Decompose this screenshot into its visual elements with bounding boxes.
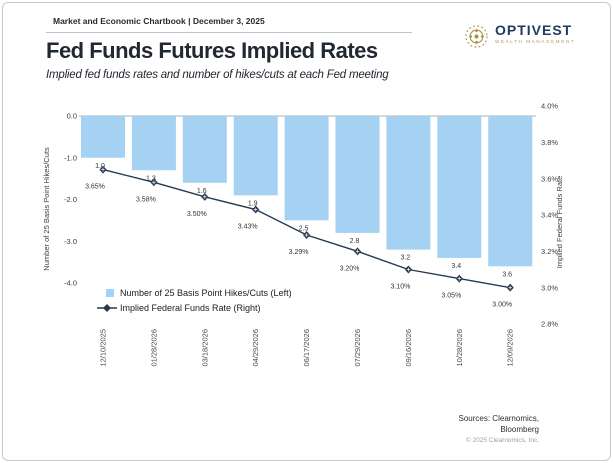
legend-label-line: Implied Federal Funds Rate (Right) <box>120 302 261 313</box>
bar-10/28/2026 <box>437 116 482 258</box>
rate-label: 3.20% <box>340 265 360 272</box>
bar-label: 3.2 <box>401 255 411 262</box>
date-label: 09/16/2026 <box>404 329 413 367</box>
bar-series-swatch <box>106 288 114 297</box>
bar-01/28/2026 <box>131 116 176 171</box>
bar-label: 1.9 <box>248 200 258 207</box>
rate-label: 3.05% <box>441 293 461 300</box>
logo-text: OPTIVEST WEALTH MANAGEMENT <box>495 22 576 45</box>
sources-line1: Sources: Clearnomics, <box>458 414 539 423</box>
left-tick-label: -3.0 <box>64 237 77 246</box>
date-label: 01/28/2026 <box>149 329 158 367</box>
bar-12/10/2025 <box>81 116 125 158</box>
left-axis-title: Number of 25 Basis Point Hikes/Cuts <box>42 147 51 271</box>
bar-03/18/2026 <box>182 116 227 183</box>
sources-block: Sources: Clearnomics, Bloomberg © 2025 C… <box>459 414 539 445</box>
legend-label-bars: Number of 25 Basis Point Hikes/Cuts (Lef… <box>120 287 292 298</box>
line-series-glyph <box>97 303 117 312</box>
rate-label: 3.00% <box>492 302 512 309</box>
logo-tagline: WEALTH MANAGEMENT <box>495 39 576 44</box>
logo-name: OPTIVEST <box>495 22 573 38</box>
bar-label: 2.5 <box>299 225 309 232</box>
rate-label: 3.29% <box>289 249 309 256</box>
bar-06/17/2026 <box>284 116 329 221</box>
page-title: Fed Funds Futures Implied Rates <box>46 38 378 63</box>
page-subtitle: Implied fed funds rates and number of hi… <box>46 69 389 81</box>
bar-09/16/2026 <box>386 116 431 250</box>
legend-item-bars: Number of 25 Basis Point Hikes/Cuts (Lef… <box>97 285 292 300</box>
header-divider <box>46 32 412 33</box>
right-tick-label: 3.8% <box>541 138 558 147</box>
right-tick-label: 2.8% <box>541 320 558 329</box>
left-tick-label: -4.0 <box>64 279 77 288</box>
bar-04/29/2026 <box>233 116 278 196</box>
date-label: 06/17/2026 <box>302 329 311 367</box>
right-axis-title: Implied Federal Funds Rate <box>555 176 564 269</box>
header-separator: | <box>188 16 191 26</box>
chartbook-header: Market and Economic Chartbook | December… <box>53 16 265 26</box>
bar-label: 1.3 <box>146 175 156 182</box>
bar-label: 3.4 <box>451 263 461 270</box>
date-label: 10/28/2026 <box>455 329 464 367</box>
date-label: 12/10/2025 <box>99 329 108 367</box>
fed-funds-chart: 1.0 1.3 1.6 1.9 2.5 2.8 3.2 3.4 3.6 3.65% 3.58% 3.5… <box>42 102 564 367</box>
rate-label: 3.43% <box>238 224 258 231</box>
bar-12/09/2026 <box>488 116 533 267</box>
rate-label: 3.10% <box>390 284 410 291</box>
bar-label: 1.6 <box>197 188 207 195</box>
right-tick-label: 3.6% <box>541 174 558 183</box>
left-tick-label: -1.0 <box>64 153 77 162</box>
chartbook-label: Market and Economic Chartbook <box>53 16 186 26</box>
date-label: 12/09/2026 <box>506 329 515 367</box>
date-label: 03/18/2026 <box>200 329 209 367</box>
copyright: © 2025 Clearnomics, Inc. <box>465 436 539 444</box>
legend-item-line: Implied Federal Funds Rate (Right) <box>97 300 292 315</box>
right-tick-label: 3.2% <box>541 247 558 256</box>
left-tick-label: -2.0 <box>64 195 77 204</box>
chart-legend: Number of 25 Basis Point Hikes/Cuts (Lef… <box>97 285 292 315</box>
header-date: December 3, 2025 <box>192 16 265 26</box>
sources-line2: Bloomberg <box>500 424 539 434</box>
rate-label: 3.58% <box>136 196 156 203</box>
bar-label: 3.6 <box>502 271 512 278</box>
right-tick-label: 4.0% <box>541 102 558 111</box>
date-label: 04/29/2026 <box>251 329 260 367</box>
right-tick-label: 3.4% <box>541 211 558 220</box>
rate-label: 3.65% <box>85 184 105 191</box>
bar-label: 1.0 <box>95 163 105 170</box>
bar-label: 2.8 <box>350 238 360 245</box>
bar-07/29/2026 <box>335 116 380 233</box>
date-label: 07/29/2026 <box>353 329 362 367</box>
compass-rosette-icon <box>465 25 488 48</box>
left-tick-label: 0.0 <box>67 112 77 121</box>
optivest-logo: OPTIVEST WEALTH MANAGEMENT <box>463 23 575 50</box>
rate-label: 3.50% <box>187 211 207 218</box>
right-tick-label: 3.0% <box>541 283 558 292</box>
